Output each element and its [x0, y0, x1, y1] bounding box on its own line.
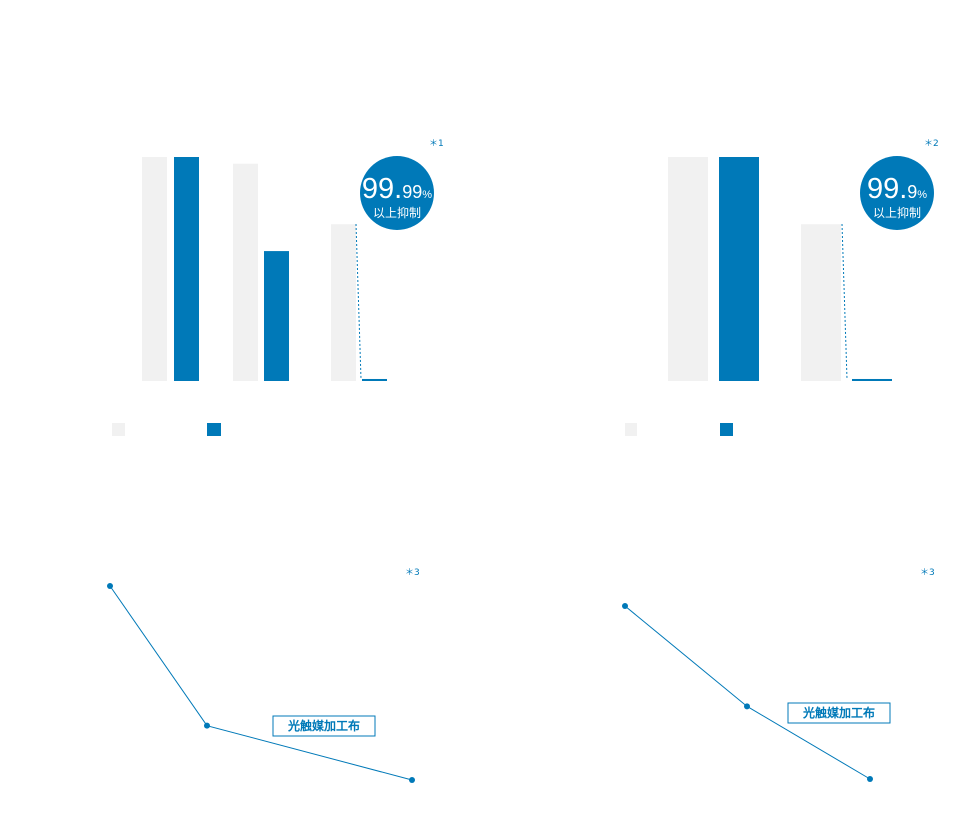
- bar-chart-1: ＊1 99.99% 以上抑制: [112, 139, 444, 436]
- bar-control-2: [233, 163, 258, 381]
- badge-value-unit: %: [422, 189, 432, 201]
- legend-swatch-control: [625, 423, 637, 436]
- bar-control-1: [668, 157, 708, 381]
- bar-treated-2: [264, 251, 289, 381]
- data-point-1: [107, 583, 113, 589]
- footnote-mark-2: ＊2: [924, 139, 939, 149]
- badge-caption: 以上抑制: [873, 205, 921, 220]
- data-point-3: [867, 776, 873, 782]
- badge-circle: [360, 156, 434, 230]
- bar-treated-1: [719, 157, 759, 381]
- footnote-mark-4: ＊3: [920, 568, 935, 578]
- legend-swatch-control: [112, 423, 125, 436]
- bar-control-3: [331, 224, 356, 381]
- badge-circle: [860, 156, 934, 230]
- reduction-badge: 99.9% 以上抑制: [860, 156, 934, 230]
- badge-value: 99.9%: [867, 173, 927, 205]
- series-line: [109, 585, 413, 781]
- data-point-3: [409, 777, 415, 783]
- data-point-2: [744, 703, 750, 710]
- line-chart-2: ＊3 光触媒加工布: [622, 568, 935, 782]
- series-tag-label: 光触媒加工布: [287, 718, 360, 733]
- series-tag-label: 光触媒加工布: [802, 705, 875, 720]
- bar-treated-1: [174, 157, 199, 381]
- series-line: [624, 605, 871, 780]
- reduction-dashed-line: [355, 223, 362, 380]
- footnote-mark-1: ＊1: [429, 139, 444, 149]
- bar-chart-2: ＊2 99.9% 以上抑制: [625, 139, 939, 436]
- data-point-2: [204, 722, 210, 729]
- reduction-dashed-line: [841, 223, 848, 380]
- line-chart-1: ＊3 光触媒加工布: [107, 568, 420, 783]
- badge-caption: 以上抑制: [373, 205, 421, 220]
- series-tag-box: [272, 715, 376, 737]
- bar-treated-2: [852, 378, 892, 381]
- badge-value-decimals: 9: [907, 182, 917, 202]
- badge-value: 99.99%: [362, 173, 432, 205]
- badge-value-unit: %: [917, 189, 927, 201]
- bar-control-1: [142, 157, 167, 381]
- badge-value-main: 99.: [867, 173, 907, 205]
- bar-treated-3: [362, 378, 387, 381]
- badge-value-decimals: 99: [402, 182, 422, 202]
- reduction-badge: 99.99% 以上抑制: [360, 156, 434, 230]
- legend-swatch-treated: [720, 423, 733, 436]
- data-point-1: [622, 603, 628, 609]
- footnote-mark-3: ＊3: [405, 568, 420, 578]
- bar-control-2: [801, 224, 841, 381]
- badge-value-main: 99.: [362, 173, 402, 205]
- legend-swatch-treated: [207, 423, 221, 436]
- series-tag-box: [787, 702, 891, 724]
